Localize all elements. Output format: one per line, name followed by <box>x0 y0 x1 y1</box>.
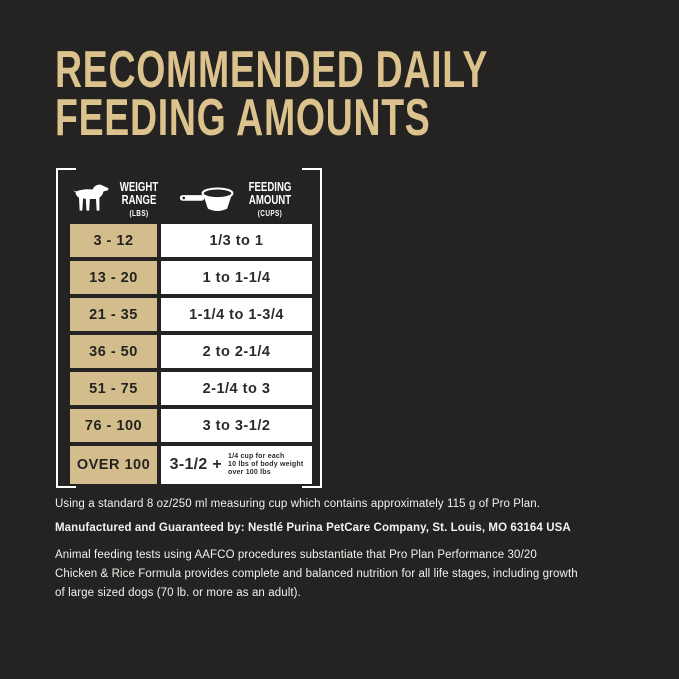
amount-main-value: 3-1/2 + <box>169 456 222 473</box>
table-frame-right-bracket <box>302 168 322 488</box>
aafco-line-1: Animal feeding tests using AAFCO procedu… <box>55 549 537 561</box>
amount-note-line-2: 10 lbs of body weight <box>227 461 304 468</box>
table-frame-left-bracket <box>56 168 76 488</box>
weight-header-line-1: WEIGHT <box>119 179 159 194</box>
weight-cell: 76 - 100 <box>70 409 157 442</box>
weight-range-header: WEIGHT RANGE (LBS) <box>110 180 168 218</box>
table-row-over-100: OVER 100 3-1/2 + 1/4 cup for each 10 lbs… <box>70 446 312 484</box>
weight-cell: 36 - 50 <box>70 335 157 368</box>
amount-cell: 1/3 to 1 <box>161 224 312 257</box>
footer-notes: Using a standard 8 oz/250 ml measuring c… <box>55 497 640 603</box>
amount-cell: 1 to 1-1/4 <box>161 261 312 294</box>
table-row: 51 - 75 2-1/4 to 3 <box>70 372 312 405</box>
weight-cell: 13 - 20 <box>70 261 157 294</box>
feeding-header-unit: (CUPS) <box>257 209 283 218</box>
weight-cell: 21 - 35 <box>70 298 157 331</box>
dog-icon <box>73 182 109 211</box>
manufacturer-note: Manufactured and Guaranteed by: Nestlé P… <box>55 522 571 534</box>
amount-cell: 3-1/2 + 1/4 cup for each 10 lbs of body … <box>161 446 312 484</box>
page-title: RECOMMENDED DAILY FEEDING AMOUNTS <box>55 41 657 147</box>
aafco-statement: Animal feeding tests using AAFCO procedu… <box>55 546 640 603</box>
page-title-line-1: RECOMMENDED DAILY <box>55 41 489 99</box>
aafco-line-2: Chicken & Rice Formula provides complete… <box>55 568 578 580</box>
amount-note: 1/4 cup for each 10 lbs of body weight o… <box>228 453 303 477</box>
feeding-header-line-2: AMOUNT <box>248 192 292 207</box>
measuring-cup-note: Using a standard 8 oz/250 ml measuring c… <box>55 498 541 510</box>
table-row: 76 - 100 3 to 3-1/2 <box>70 409 312 442</box>
table-header: WEIGHT RANGE (LBS) FEEDING AMOUNT (CUPS) <box>56 178 322 222</box>
weight-cell: 51 - 75 <box>70 372 157 405</box>
amount-note-line-3: over 100 lbs <box>227 469 271 476</box>
feeding-amount-header: FEEDING AMOUNT (CUPS) <box>239 180 301 218</box>
table-row: 36 - 50 2 to 2-1/4 <box>70 335 312 368</box>
amount-cell: 2 to 2-1/4 <box>161 335 312 368</box>
table-row: 21 - 35 1-1/4 to 1-3/4 <box>70 298 312 331</box>
feeding-table: WEIGHT RANGE (LBS) FEEDING AMOUNT (CUPS)… <box>56 168 322 488</box>
measuring-cup-icon <box>179 187 234 212</box>
amount-note-line-1: 1/4 cup for each <box>227 453 285 460</box>
weight-cell: 3 - 12 <box>70 224 157 257</box>
aafco-line-3: of large sized dogs (70 lb. or more as a… <box>55 587 301 599</box>
amount-cell: 2-1/4 to 3 <box>161 372 312 405</box>
amount-cell: 3 to 3-1/2 <box>161 409 312 442</box>
feeding-header-line-1: FEEDING <box>248 179 292 194</box>
table-row: 13 - 20 1 to 1-1/4 <box>70 261 312 294</box>
page-title-line-2: FEEDING AMOUNTS <box>55 89 431 147</box>
table-row: 3 - 12 1/3 to 1 <box>70 224 312 257</box>
weight-cell: OVER 100 <box>70 446 157 484</box>
table-rows: 3 - 12 1/3 to 1 13 - 20 1 to 1-1/4 21 - … <box>70 224 312 488</box>
amount-cell: 1-1/4 to 1-3/4 <box>161 298 312 331</box>
weight-header-unit: (LBS) <box>129 209 149 218</box>
weight-header-line-2: RANGE <box>121 192 157 207</box>
